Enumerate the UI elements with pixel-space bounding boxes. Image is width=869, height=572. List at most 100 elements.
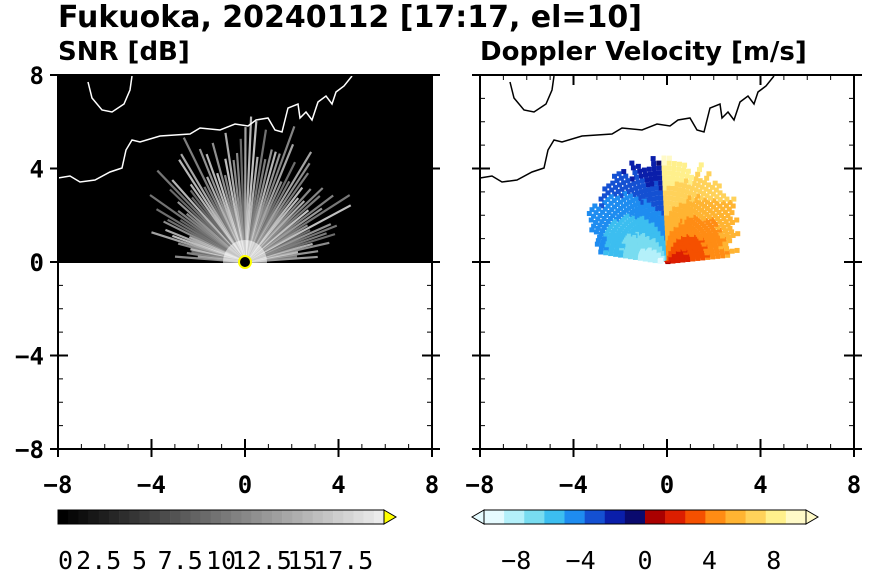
y-tick-label: 8 xyxy=(30,62,44,90)
doppler-cell xyxy=(725,213,731,219)
doppler-cell xyxy=(655,200,661,206)
doppler-cell xyxy=(609,187,615,193)
doppler-cell xyxy=(713,187,719,193)
doppler-cell xyxy=(610,180,616,186)
doppler-cell xyxy=(695,193,701,199)
doppler-cell xyxy=(657,258,663,264)
doppler-cell xyxy=(627,193,633,199)
doppler-cell xyxy=(617,182,622,188)
doppler-cell xyxy=(673,181,679,187)
doppler-cell xyxy=(720,206,726,212)
doppler-cell xyxy=(710,237,716,243)
doppler-cell xyxy=(648,176,654,182)
doppler-cell xyxy=(665,190,671,196)
y-tick-label: −8 xyxy=(15,436,44,464)
doppler-cell xyxy=(734,247,740,253)
doppler-cell xyxy=(721,225,727,230)
x-tick-label: 4 xyxy=(753,471,767,499)
doppler-cell xyxy=(716,209,722,215)
snr-colorbar-segment xyxy=(149,510,161,524)
doppler-cell xyxy=(709,251,715,257)
doppler-cell xyxy=(719,247,725,253)
doppler-cell xyxy=(611,198,617,204)
doppler-cell xyxy=(615,189,621,195)
doppler-cell xyxy=(606,209,612,215)
doppler-cell xyxy=(680,188,686,194)
doppler-cell xyxy=(688,190,694,196)
doppler-cell xyxy=(643,203,649,209)
doppler-cell xyxy=(639,210,645,216)
doppler-colorbar-extend-min xyxy=(471,509,485,525)
doppler-cell xyxy=(641,198,647,204)
doppler-cell xyxy=(586,211,592,217)
snr-colorbar-segment xyxy=(271,510,283,524)
doppler-cell xyxy=(622,191,627,197)
doppler-cell xyxy=(639,178,645,184)
doppler-cell xyxy=(719,212,725,218)
doppler-cell xyxy=(610,230,616,235)
doppler-cell xyxy=(721,193,727,199)
doppler-cell xyxy=(717,203,723,209)
doppler-cell xyxy=(633,174,639,180)
doppler-cell xyxy=(704,199,710,205)
doppler-ticks xyxy=(472,74,862,457)
doppler-cell xyxy=(648,196,654,202)
doppler-cell xyxy=(658,200,664,206)
doppler-cell xyxy=(630,165,636,171)
doppler-cell xyxy=(710,210,716,216)
doppler-cell xyxy=(605,203,611,209)
doppler-cell xyxy=(629,160,635,166)
doppler-cell xyxy=(602,186,608,192)
doppler-cell xyxy=(731,196,737,202)
doppler-cell xyxy=(710,227,716,233)
doppler-cell xyxy=(707,195,713,201)
doppler-cell xyxy=(600,228,606,234)
doppler-cell xyxy=(645,182,651,188)
doppler-cell xyxy=(701,180,707,186)
doppler-cell xyxy=(609,245,615,251)
doppler-cell xyxy=(722,239,728,245)
doppler-cell xyxy=(595,216,601,222)
y-tick-label: −4 xyxy=(15,343,44,371)
doppler-cell xyxy=(661,200,667,206)
doppler-cell xyxy=(629,210,635,216)
doppler-cell xyxy=(682,204,688,210)
doppler-cell xyxy=(709,184,715,190)
doppler-cell xyxy=(684,173,690,179)
doppler-cell xyxy=(649,201,655,207)
doppler-colorbar-segment xyxy=(725,510,746,524)
doppler-cell xyxy=(670,175,676,181)
doppler-cell xyxy=(714,248,720,254)
doppler-cell xyxy=(642,188,648,194)
doppler-cell xyxy=(636,195,642,201)
doppler-cell xyxy=(592,203,598,209)
doppler-cell xyxy=(610,213,616,219)
doppler-cell xyxy=(669,206,675,212)
doppler-cell xyxy=(632,208,637,214)
doppler-cell xyxy=(725,222,731,228)
doppler-colorbar xyxy=(471,509,819,525)
doppler-cell xyxy=(719,221,725,227)
doppler-cell xyxy=(711,198,717,204)
doppler-cell xyxy=(613,224,619,230)
doppler-cell xyxy=(609,207,615,213)
doppler-cell xyxy=(712,230,718,235)
doppler-cell xyxy=(707,189,713,195)
doppler-cell xyxy=(608,248,614,254)
doppler-cell xyxy=(681,183,687,189)
doppler-cell xyxy=(724,246,730,252)
doppler-cell xyxy=(622,253,628,259)
doppler-cell xyxy=(632,202,638,208)
doppler-cell xyxy=(673,186,679,192)
doppler-colorbar-segment xyxy=(544,510,565,524)
doppler-colorbar-tick-label: −4 xyxy=(566,546,596,572)
doppler-cell xyxy=(608,194,614,200)
snr-colorbar-segment xyxy=(373,510,385,524)
doppler-coastline xyxy=(479,75,775,183)
doppler-cell xyxy=(653,180,659,186)
y-tick-label: 4 xyxy=(30,156,44,184)
snr-colorbar-segment xyxy=(119,510,130,524)
snr-echo-fan xyxy=(149,116,352,284)
doppler-cell xyxy=(603,247,609,253)
doppler-cell xyxy=(618,205,624,211)
